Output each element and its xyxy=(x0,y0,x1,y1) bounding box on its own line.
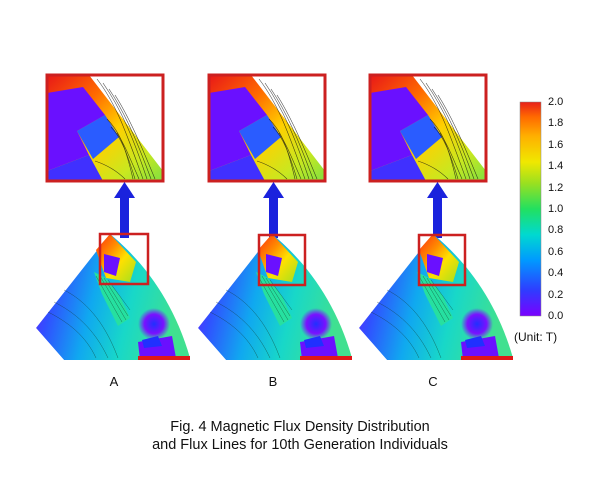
scale-tick-1-0: 1.0 xyxy=(548,203,564,215)
scale-tick-2-0: 2.0 xyxy=(548,96,564,108)
caption-line-2: and Flux Lines for 10th Generation Indiv… xyxy=(152,437,448,453)
scale-tick-1-6: 1.6 xyxy=(548,138,564,151)
scale-tick-1-2: 1.2 xyxy=(548,181,564,194)
panel-a xyxy=(35,73,191,361)
arrow-b xyxy=(263,182,284,238)
zoom-view-a xyxy=(45,73,165,183)
arrow-c xyxy=(427,182,448,238)
unit-label: (Unit: T) xyxy=(514,330,558,344)
figure-caption: Fig. 4 Magnetic Flux Density Distributio… xyxy=(0,418,600,454)
scale-tick-0-4: 0.4 xyxy=(548,267,564,280)
scale-tick-0-8: 0.8 xyxy=(548,224,564,237)
zoom-view-c xyxy=(368,73,488,183)
color-scale-bar xyxy=(519,101,542,317)
scale-tick-1-8: 1.8 xyxy=(548,117,564,130)
motor-section-b xyxy=(197,233,353,361)
panel-label-c: C xyxy=(428,374,438,389)
panel-label-a: A xyxy=(109,374,119,389)
panel-b xyxy=(197,73,353,361)
scale-tick-0-2: 0.2 xyxy=(548,288,564,301)
scale-tick-0-0: 0.0 xyxy=(548,310,564,322)
motor-section-c xyxy=(358,233,514,361)
caption-line-1: Fig. 4 Magnetic Flux Density Distributio… xyxy=(170,419,430,435)
panel-label-b: B xyxy=(268,374,278,389)
arrow-a xyxy=(114,182,135,238)
zoom-view-b xyxy=(207,73,327,183)
motor-section-a xyxy=(35,232,191,361)
scale-tick-1-4: 1.4 xyxy=(548,160,564,173)
panel-c xyxy=(358,73,514,361)
scale-tick-0-6: 0.6 xyxy=(548,245,564,258)
